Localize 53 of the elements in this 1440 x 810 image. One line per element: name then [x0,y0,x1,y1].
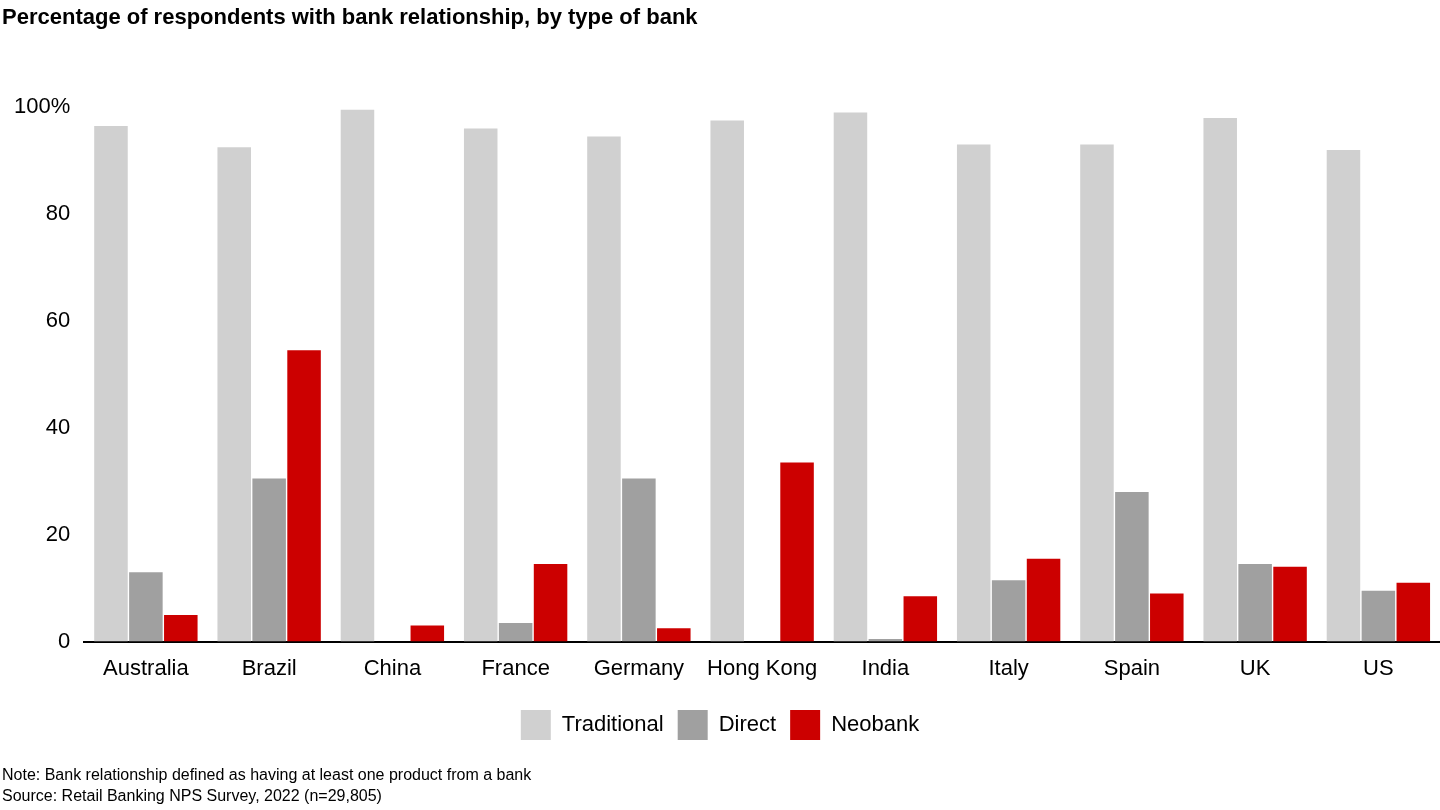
x-tick-label: China [363,654,422,680]
y-tick-label: 40 [45,413,71,439]
y-tick-label: 80 [45,200,71,226]
bar [498,622,533,642]
x-tick-label: France [481,654,550,680]
bar [94,125,128,642]
bar [1273,566,1307,642]
bar [410,625,445,642]
x-tick-label: Hong Kong [707,654,818,680]
bar [1238,564,1272,642]
y-tick-label: 20 [45,520,71,546]
bar [780,462,814,642]
legend-label: Traditional [561,711,664,737]
bar [533,564,568,642]
y-tick-label: 100% [13,93,71,119]
bar [217,147,251,642]
source-note: Source: Retail Banking NPS Survey, 2022 (n=29,805) [2,786,383,806]
bar [340,109,375,642]
bar [657,628,691,642]
x-tick-label: Spain [1103,654,1161,680]
x-tick-label: Germany [593,654,685,680]
bar [129,572,163,642]
y-tick-label: 60 [45,307,71,333]
x-tick-label: Brazil [241,654,297,680]
bar [991,580,1026,642]
bar [1326,149,1361,642]
text: Note: Bank relationship defined as having at least one product from a bank [2,765,532,785]
bar [164,614,198,642]
bar [956,144,991,642]
bar [287,350,321,642]
bar [903,596,938,642]
bar [1361,590,1396,642]
x-tick-label: India [861,654,910,680]
bar [622,478,656,642]
bar [710,120,744,642]
legend-label: Neobank [831,711,921,737]
chart-title: Percentage of respondents with bank relationship, by type of bank [2,4,698,30]
bar [833,112,868,642]
x-tick-label: US [1363,654,1394,680]
x-tick-label: Italy [988,654,1029,680]
bar [587,136,621,642]
x-tick-label: UK [1239,654,1271,680]
bar [1150,593,1184,642]
bar [252,478,286,642]
y-tick-label: 0 [58,627,71,653]
bar [1396,582,1431,642]
bar [1203,117,1237,642]
bar [1026,558,1061,642]
bar [463,128,498,642]
bar [1080,144,1114,642]
x-tick-label: Australia [103,654,190,680]
bar [1115,491,1149,642]
legend-label: Direct [718,711,777,737]
